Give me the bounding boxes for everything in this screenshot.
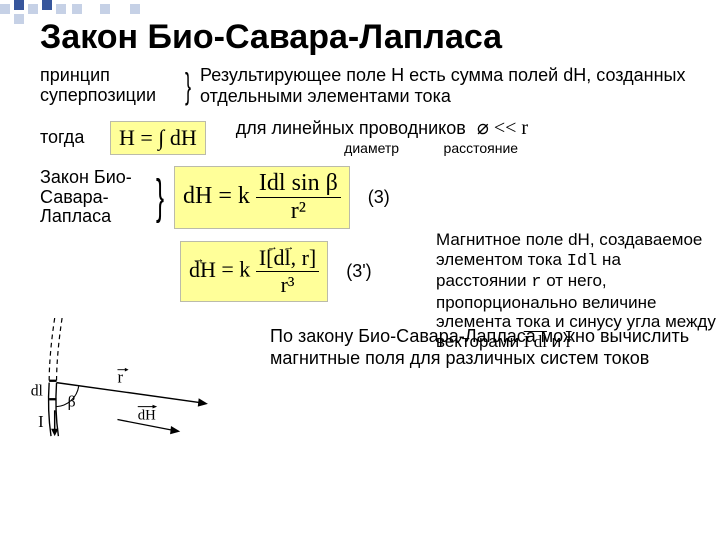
brace-icon: }	[156, 170, 164, 225]
svg-text:β: β	[68, 394, 76, 411]
then-label: тогда	[40, 128, 110, 148]
magnetic-field-text: Магнитное поле dH, создаваемое элементом…	[436, 230, 716, 351]
corner-decoration	[0, 0, 220, 30]
eq3p-tag: (3')	[346, 261, 371, 282]
biot-savart-diagram: dl I r β dH	[20, 318, 250, 438]
svg-text:dH: dH	[138, 408, 156, 424]
integral-equation: H = ∫ dH	[110, 121, 206, 155]
svg-text:dl: dl	[31, 383, 44, 400]
svg-text:I: I	[38, 412, 44, 431]
eq3-tag: (3)	[368, 187, 390, 208]
superposition-label: принцип суперпозиции	[40, 66, 180, 106]
equation-3-prime: → dH = k → →I[dl, r] r³	[180, 241, 328, 302]
diameter-condition: ⌀ << r	[477, 117, 528, 139]
annot-distance: расстояние	[444, 140, 519, 156]
linear-conductor-text: для линейных проводников ⌀ << r	[236, 117, 528, 140]
superposition-text: Результирующее поле H есть сумма полей d…	[200, 65, 700, 106]
svg-text:r: r	[117, 368, 123, 387]
brace-icon: }	[185, 65, 191, 107]
equation-3: dH = k Idl sin β r²	[174, 166, 350, 229]
law-label: Закон Био-Савара-Лапласа	[40, 168, 150, 227]
annot-diameter: диаметр	[344, 140, 399, 156]
